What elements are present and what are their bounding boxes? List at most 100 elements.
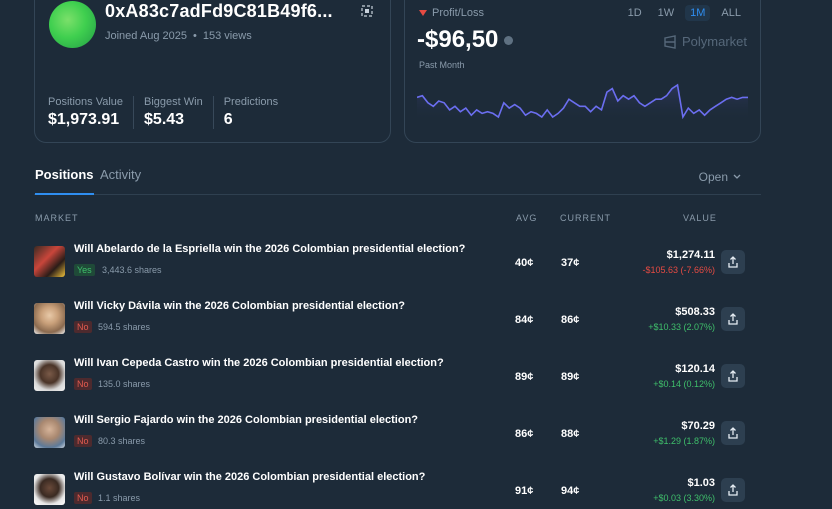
column-header-current: CURRENT [560, 213, 611, 223]
range-1d[interactable]: 1D [627, 7, 642, 19]
stat-biggest-win: Biggest Win $5.43 [133, 96, 213, 129]
polymarket-icon [664, 34, 676, 49]
market-title[interactable]: Will Gustavo Bolívar win the 2026 Colomb… [74, 471, 426, 483]
share-button[interactable] [721, 307, 745, 331]
position-value: $508.33 [675, 306, 715, 318]
share-icon [728, 370, 738, 382]
table-row[interactable]: Will Ivan Cepeda Castro win the 2026 Col… [34, 357, 761, 409]
share-icon [728, 313, 738, 325]
market-thumbnail [34, 417, 65, 448]
wallet-address: 0xA83c7adFd9C81B49f6... [105, 1, 333, 21]
sparkline-line [417, 83, 748, 120]
position-value: $1.03 [687, 477, 715, 489]
view-count: 153 views [202, 30, 252, 42]
time-range-selector: 1D 1W 1M ALL [623, 5, 746, 21]
position-value: $1,274.11 [666, 249, 715, 261]
position-change: +$1.29 (1.87%) [653, 436, 715, 446]
position-change: -$105.63 (-7.66%) [642, 265, 715, 275]
position-value: $120.14 [675, 363, 715, 375]
share-count: 3,443.6 shares [102, 265, 162, 275]
column-header-market: MARKET [35, 213, 79, 223]
separator-dot: • [192, 30, 197, 42]
table-row[interactable]: Will Gustavo Bolívar win the 2026 Colomb… [34, 471, 761, 509]
avg-price: 86¢ [515, 428, 534, 440]
outcome-badge: No [74, 492, 92, 504]
share-button[interactable] [721, 364, 745, 388]
outcome-badge: No [74, 378, 92, 390]
info-icon[interactable] [504, 35, 514, 45]
avg-price: 89¢ [515, 371, 534, 383]
profit-loss-card: Profit/Loss 1D 1W 1M ALL -$96,50 Polymar… [404, 0, 761, 143]
share-icon [728, 256, 738, 268]
pnl-period: Past Month [419, 60, 465, 70]
stat-predictions: Predictions 6 [212, 96, 288, 129]
market-title[interactable]: Will Vicky Dávila win the 2026 Colombian… [74, 300, 406, 312]
table-row[interactable]: Will Abelardo de la Espriella win the 20… [34, 243, 761, 295]
profile-meta: Joined Aug 2025 • 153 views [105, 30, 252, 42]
pnl-label-text: Profit/Loss [432, 7, 484, 19]
avatar [49, 1, 96, 48]
current-price: 94¢ [561, 485, 580, 497]
pnl-sparkline [417, 83, 748, 121]
stat-label: Predictions [223, 96, 279, 108]
table-row[interactable]: Will Sergio Fajardo win the 2026 Colombi… [34, 414, 761, 466]
profile-stats: Positions Value $1,973.91 Biggest Win $5… [48, 96, 288, 129]
current-price: 88¢ [561, 428, 580, 440]
share-button[interactable] [721, 421, 745, 445]
down-triangle-icon [419, 10, 427, 16]
share-count: 1.1 shares [98, 493, 141, 503]
joined-date: Joined Aug 2025 [105, 30, 187, 42]
range-1m[interactable]: 1M [685, 5, 711, 21]
column-header-avg: AVG [516, 213, 538, 223]
current-price: 89¢ [561, 371, 580, 383]
pnl-label: Profit/Loss [419, 7, 484, 19]
tab-bar: Positions Activity Open [34, 167, 761, 195]
outcome-badge: No [74, 435, 92, 447]
profile-card: 0xA83c7adFd9C81B49f6... Joined Aug 2025 •… [34, 0, 391, 143]
market-thumbnail [34, 246, 65, 277]
qr-code-icon[interactable] [361, 5, 373, 17]
stat-value: $1,973.91 [48, 111, 120, 128]
current-price: 37¢ [561, 257, 580, 269]
filter-label: Open [698, 170, 728, 184]
tab-positions[interactable]: Positions [35, 167, 94, 195]
outcome-badge: Yes [74, 264, 95, 276]
share-icon [728, 427, 738, 439]
market-title[interactable]: Will Ivan Cepeda Castro win the 2026 Col… [74, 357, 444, 369]
position-change: +$10.33 (2.07%) [648, 322, 715, 332]
polymarket-logo: Polymarket [663, 34, 747, 49]
chevron-down-icon [733, 174, 741, 179]
sparkline-area [417, 85, 748, 121]
range-all[interactable]: ALL [721, 7, 741, 19]
stat-value: 6 [223, 111, 233, 128]
market-thumbnail [34, 474, 65, 505]
range-1w[interactable]: 1W [657, 7, 675, 19]
stat-label: Positions Value [48, 96, 124, 108]
status-filter-dropdown[interactable]: Open [699, 170, 741, 184]
avg-price: 84¢ [515, 314, 534, 326]
market-title[interactable]: Will Abelardo de la Espriella win the 20… [74, 243, 466, 255]
share-button[interactable] [721, 250, 745, 274]
stat-value: $5.43 [144, 111, 185, 128]
share-button[interactable] [721, 478, 745, 502]
share-count: 80.3 shares [98, 436, 146, 446]
position-value: $70.29 [681, 420, 715, 432]
market-thumbnail [34, 303, 65, 334]
share-count: 135.0 shares [98, 379, 151, 389]
current-price: 86¢ [561, 314, 580, 326]
market-title[interactable]: Will Sergio Fajardo win the 2026 Colombi… [74, 414, 419, 426]
share-count: 594.5 shares [98, 322, 151, 332]
brand-name: Polymarket [681, 34, 747, 49]
pnl-amount: -$96,50 [417, 26, 499, 53]
stat-positions-value: Positions Value $1,973.91 [48, 96, 133, 129]
avg-price: 91¢ [515, 485, 534, 497]
share-icon [728, 484, 738, 496]
tab-activity[interactable]: Activity [100, 167, 142, 182]
avg-price: 40¢ [515, 257, 534, 269]
stat-label: Biggest Win [144, 96, 203, 108]
position-change: +$0.14 (0.12%) [653, 379, 715, 389]
table-row[interactable]: Will Vicky Dávila win the 2026 Colombian… [34, 300, 761, 352]
market-thumbnail [34, 360, 65, 391]
column-header-value: VALUE [683, 213, 717, 223]
